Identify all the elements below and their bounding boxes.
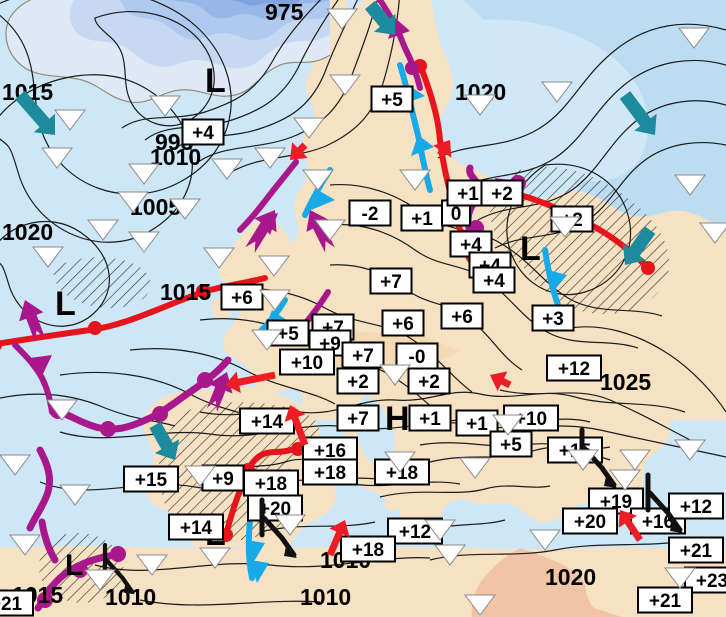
svg-text:+6: +6 <box>392 314 414 335</box>
svg-text:L: L <box>65 549 83 582</box>
svg-text:-0: -0 <box>409 347 426 368</box>
svg-text:+12: +12 <box>558 359 590 380</box>
svg-text:+5: +5 <box>277 324 299 345</box>
svg-text:+14: +14 <box>251 412 284 433</box>
svg-text:+2: +2 <box>418 372 440 393</box>
svg-text:+4: +4 <box>192 123 214 144</box>
svg-text:-2: -2 <box>362 204 379 225</box>
svg-text:0: 0 <box>451 204 462 225</box>
svg-text:1020: 1020 <box>545 564 596 590</box>
svg-text:+21: +21 <box>0 594 23 615</box>
svg-text:+18: +18 <box>255 474 287 495</box>
svg-text:L: L <box>55 285 76 323</box>
svg-text:+12: +12 <box>680 497 712 518</box>
svg-text:L: L <box>205 62 226 100</box>
svg-text:+10: +10 <box>291 353 323 374</box>
svg-text:+5: +5 <box>381 90 403 111</box>
svg-text:+15: +15 <box>135 470 168 491</box>
svg-text:+21: +21 <box>680 541 713 562</box>
svg-text:+18: +18 <box>314 463 346 484</box>
svg-text:+7: +7 <box>347 409 369 430</box>
svg-text:+12: +12 <box>399 522 431 543</box>
svg-text:+23: +23 <box>696 571 726 592</box>
svg-text:1025: 1025 <box>600 369 651 395</box>
svg-text:H: H <box>385 400 410 438</box>
svg-text:+9: +9 <box>212 469 234 490</box>
svg-text:L: L <box>520 230 541 268</box>
svg-text:+7: +7 <box>352 346 374 367</box>
svg-text:+4: +4 <box>483 271 505 292</box>
svg-text:+1: +1 <box>419 409 441 430</box>
svg-text:+1: +1 <box>411 209 433 230</box>
svg-text:+2: +2 <box>347 372 369 393</box>
svg-text:1020: 1020 <box>2 219 53 245</box>
svg-text:+3: +3 <box>542 309 564 330</box>
svg-text:+7: +7 <box>380 272 402 293</box>
svg-text:+1: +1 <box>466 414 488 435</box>
svg-text:+20: +20 <box>574 512 606 533</box>
svg-text:+6: +6 <box>231 288 253 309</box>
svg-text:+14: +14 <box>180 518 213 539</box>
svg-text:+18: +18 <box>352 540 384 561</box>
svg-text:1010: 1010 <box>300 584 351 610</box>
svg-text:+2: +2 <box>491 184 513 205</box>
svg-text:+1: +1 <box>457 184 479 205</box>
svg-text:+6: +6 <box>451 307 473 328</box>
svg-text:1015: 1015 <box>160 279 211 305</box>
svg-text:+21: +21 <box>649 591 682 612</box>
svg-text:+5: +5 <box>500 435 522 456</box>
svg-text:975: 975 <box>265 0 304 25</box>
